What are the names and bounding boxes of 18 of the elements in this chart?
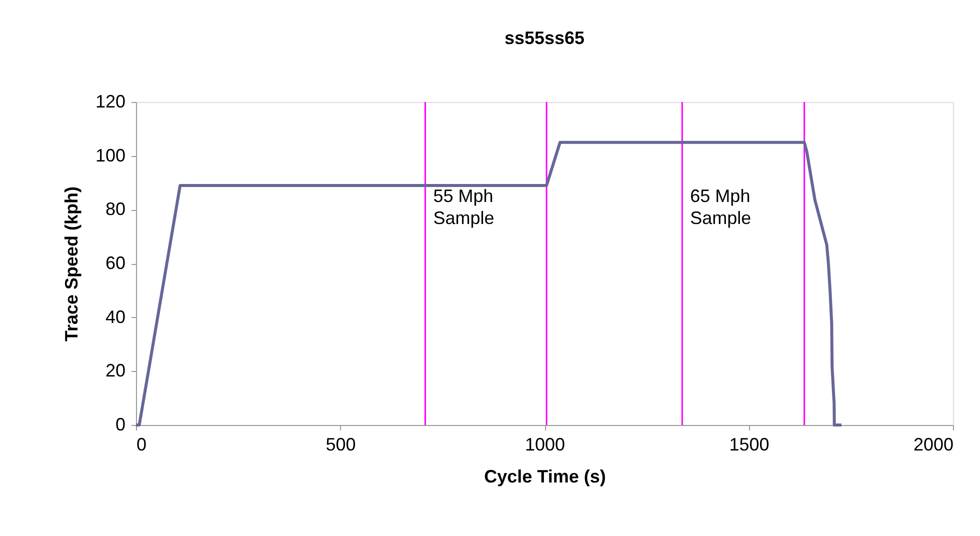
x-tick-label: 1000	[524, 434, 566, 454]
y-tick-label: 100	[95, 145, 126, 166]
y-tick-label: 60	[105, 253, 126, 273]
y-axis-title: Trace Speed (kph)	[61, 186, 82, 342]
y-tick-label: 120	[95, 92, 126, 112]
y-tick-label: 20	[105, 360, 126, 381]
x-tick-label: 1500	[729, 434, 770, 454]
annotation: 55 Mph Sample	[433, 186, 494, 228]
y-tick-label: 40	[105, 306, 126, 327]
y-tick-label: 80	[105, 199, 126, 220]
x-tick-label: 2000	[913, 434, 954, 454]
line-series	[134, 140, 843, 426]
x-tick-label: 0	[136, 434, 147, 454]
y-tick-label: 0	[115, 414, 126, 434]
x-axis-title: Cycle Time (s)	[484, 466, 606, 486]
chart-title: ss55ss65	[504, 28, 585, 48]
x-tick-label: 500	[326, 434, 356, 454]
annotation: 65 Mph Sample	[690, 186, 752, 228]
